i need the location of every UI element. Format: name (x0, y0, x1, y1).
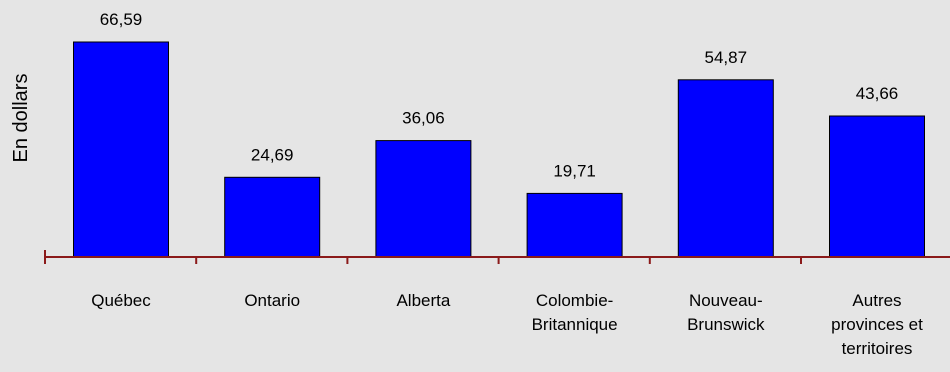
bar-1 (224, 176, 321, 258)
bar-value-label-4: 54,87 (705, 48, 748, 67)
category-label-2: Alberta (396, 291, 450, 310)
category-label-line: provinces et (831, 315, 923, 334)
category-labels: Québec Ontario Alberta Colombie- Britannique… (91, 291, 923, 358)
bar-0 (73, 41, 169, 258)
bar-3 (526, 192, 623, 258)
bar-value-label-0: 66,59 (100, 10, 143, 29)
category-label-line: Britannique (532, 315, 618, 334)
category-label-line: Ontario (244, 291, 300, 310)
category-label-line: Colombie- (536, 291, 613, 310)
bar-4 (677, 79, 774, 258)
category-label-line: Québec (91, 291, 151, 310)
category-label-4: Nouveau- Brunswick (687, 291, 765, 334)
category-label-0: Québec (91, 291, 151, 310)
category-label-1: Ontario (244, 291, 300, 310)
bars-group: 66,59 24,69 36,06 19,71 54,87 43,66 (73, 10, 925, 258)
bar-value-label-2: 36,06 (402, 109, 445, 128)
category-label-line: Alberta (396, 291, 450, 310)
bar-value-label-1: 24,69 (251, 145, 294, 164)
category-label-line: Nouveau- (689, 291, 763, 310)
bar-2 (375, 140, 472, 258)
category-label-3: Colombie- Britannique (532, 291, 618, 334)
y-axis-label: En dollars (10, 74, 32, 163)
category-label-line: Brunswick (687, 315, 765, 334)
bar-5 (829, 115, 925, 258)
category-label-5: Autres provinces et territoires (831, 291, 923, 358)
category-label-line: territoires (842, 339, 913, 358)
category-label-line: Autres (852, 291, 901, 310)
bar-value-label-3: 19,71 (553, 161, 596, 180)
x-axis-ticks (44, 250, 802, 264)
bar-value-label-5: 43,66 (856, 84, 899, 103)
